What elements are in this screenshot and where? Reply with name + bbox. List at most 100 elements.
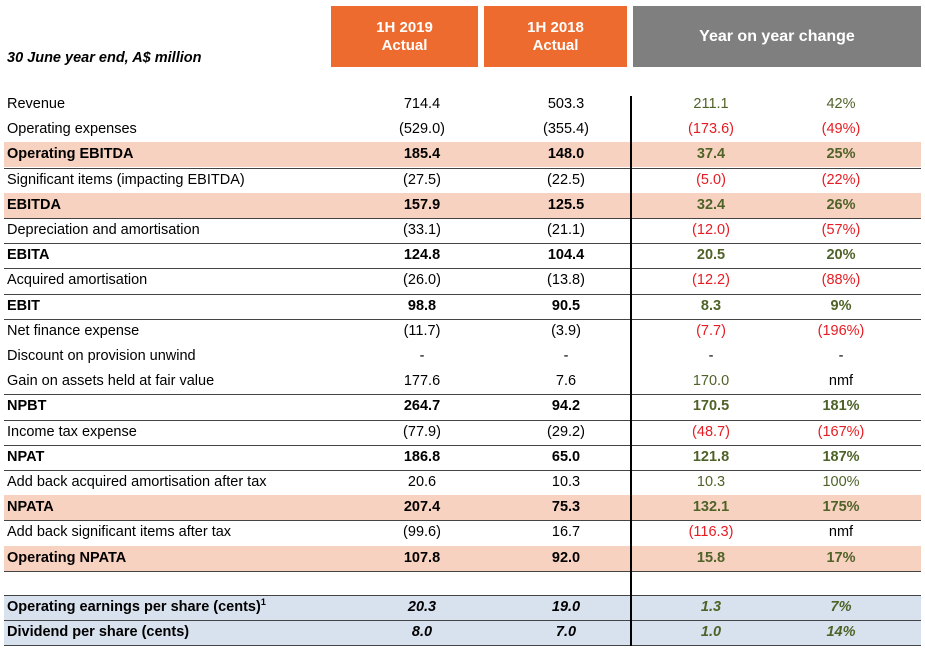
yoy-divider	[630, 96, 632, 646]
value-1h2019: 157.9	[322, 193, 522, 218]
row-separator	[4, 268, 921, 269]
value-yoy-change: 37.4	[636, 142, 786, 167]
value-yoy-percent: 187%	[766, 445, 916, 470]
table-row: EBITDA 157.9 125.5 32.4 26%	[4, 193, 921, 218]
row-label: Discount on provision unwind	[7, 344, 196, 369]
row-label-text: NPAT	[7, 449, 45, 465]
row-separator	[4, 445, 921, 446]
row-label-text: Acquired amortisation	[7, 272, 148, 288]
value-yoy-change-text: 1.0	[700, 624, 722, 640]
value-1h2019-text: (77.9)	[403, 424, 441, 440]
value-yoy-percent-text: 17%	[826, 550, 856, 566]
value-1h2018: (3.9)	[466, 319, 666, 344]
value-1h2018-text: 75.3	[551, 499, 581, 515]
row-label-text: Operating NPATA	[7, 550, 127, 566]
value-1h2019-text: (99.6)	[403, 524, 441, 540]
row-separator	[4, 394, 921, 395]
value-yoy-change-text: 170.0	[692, 373, 730, 389]
header-1h2019: 1H 2019 Actual	[331, 6, 478, 67]
value-yoy-percent: (88%)	[766, 268, 916, 293]
value-yoy-percent-text: (57%)	[821, 222, 861, 238]
value-1h2019-text: 20.6	[407, 474, 437, 490]
row-label-text: EBITA	[7, 247, 50, 263]
row-label: EBITA	[7, 243, 49, 268]
value-yoy-percent-text: (88%)	[821, 272, 861, 288]
value-1h2018-text: 90.5	[551, 298, 581, 314]
value-1h2019: 20.3	[322, 595, 522, 620]
value-1h2019-text: (11.7)	[403, 323, 441, 339]
value-1h2019-text: 186.8	[403, 449, 441, 465]
row-separator	[4, 294, 921, 295]
value-yoy-change-text: (173.6)	[688, 121, 734, 137]
value-yoy-change-text: (7.7)	[696, 323, 726, 339]
row-label-text: Add back acquired amortisation after tax	[7, 474, 267, 490]
value-yoy-change: (173.6)	[636, 117, 786, 142]
row-label: Acquired amortisation	[7, 268, 147, 293]
value-1h2018-text: 7.0	[555, 624, 577, 640]
value-1h2018-text: (13.8)	[547, 272, 585, 288]
header-1h2019-line2: Actual	[381, 36, 428, 54]
value-1h2019: (11.7)	[322, 319, 522, 344]
value-yoy-percent-text: -	[838, 348, 844, 364]
value-1h2018: 125.5	[466, 193, 666, 218]
header-1h2018-line2: Actual	[532, 36, 579, 54]
value-yoy-percent-text: nmf	[828, 373, 854, 389]
value-yoy-change-text: 10.3	[696, 474, 726, 490]
value-yoy-percent: nmf	[766, 369, 916, 394]
table-row: EBITA 124.8 104.4 20.5 20%	[4, 243, 921, 268]
value-yoy-change-text: (116.3)	[688, 524, 734, 540]
table-row: Acquired amortisation (26.0) (13.8) (12.2) (…	[4, 268, 921, 293]
row-label-text: Revenue	[7, 96, 66, 112]
value-yoy-percent: 42%	[766, 92, 916, 117]
row-separator	[4, 470, 921, 471]
value-yoy-percent-text: (167%)	[817, 424, 865, 440]
value-yoy-percent-text: 26%	[826, 197, 856, 213]
value-yoy-change-text: 20.5	[696, 247, 726, 263]
value-1h2018-text: 94.2	[551, 398, 581, 414]
value-yoy-change: 170.5	[636, 394, 786, 419]
value-yoy-percent: -	[766, 344, 916, 369]
row-label-text: Significant items (impacting EBITDA)	[7, 172, 245, 188]
value-yoy-percent-text: 7%	[830, 599, 852, 615]
value-1h2019: 264.7	[322, 394, 522, 419]
value-1h2019: (77.9)	[322, 420, 522, 445]
value-yoy-percent: 181%	[766, 394, 916, 419]
value-yoy-percent-text: nmf	[828, 524, 854, 540]
value-yoy-change-text: (12.2)	[692, 272, 730, 288]
value-1h2018-text: (22.5)	[547, 172, 585, 188]
value-1h2018: 19.0	[466, 595, 666, 620]
value-1h2018: 65.0	[466, 445, 666, 470]
row-label-text: Dividend per share (cents)	[7, 624, 190, 640]
table-row: Operating NPATA 107.8 92.0 15.8 17%	[4, 546, 921, 571]
value-yoy-change: 1.3	[636, 595, 786, 620]
row-label: EBIT	[7, 294, 40, 319]
header-yoy-change: Year on year change	[633, 6, 921, 67]
value-yoy-change: -	[636, 344, 786, 369]
value-1h2018-text: -	[563, 348, 569, 364]
value-1h2018-text: 7.6	[555, 373, 577, 389]
value-1h2018: (22.5)	[466, 168, 666, 193]
value-yoy-percent-text: 100%	[822, 474, 860, 490]
value-1h2018: -	[466, 344, 666, 369]
value-1h2019-text: 177.6	[403, 373, 441, 389]
value-1h2018-text: 104.4	[547, 247, 585, 263]
value-yoy-change: (5.0)	[636, 168, 786, 193]
value-yoy-change: 211.1	[636, 92, 786, 117]
value-1h2019-text: 20.3	[407, 599, 437, 615]
value-1h2018: 7.0	[466, 620, 666, 645]
value-yoy-percent: (49%)	[766, 117, 916, 142]
value-1h2019-text: 157.9	[403, 197, 441, 213]
value-1h2019-text: (26.0)	[403, 272, 441, 288]
row-label-text: Gain on assets held at fair value	[7, 373, 215, 389]
value-yoy-change: (116.3)	[636, 520, 786, 545]
value-yoy-percent-text: (196%)	[817, 323, 865, 339]
value-1h2019: 186.8	[322, 445, 522, 470]
value-1h2018-text: 16.7	[551, 524, 581, 540]
value-yoy-change: 1.0	[636, 620, 786, 645]
row-label-text: Operating EBITDA	[7, 146, 134, 162]
value-yoy-change-text: 211.1	[693, 96, 729, 112]
table-row: Operating earnings per share (cents)1 20.…	[4, 595, 921, 620]
value-yoy-percent: nmf	[766, 520, 916, 545]
row-separator	[4, 420, 921, 421]
row-label-text: NPATA	[7, 499, 54, 515]
